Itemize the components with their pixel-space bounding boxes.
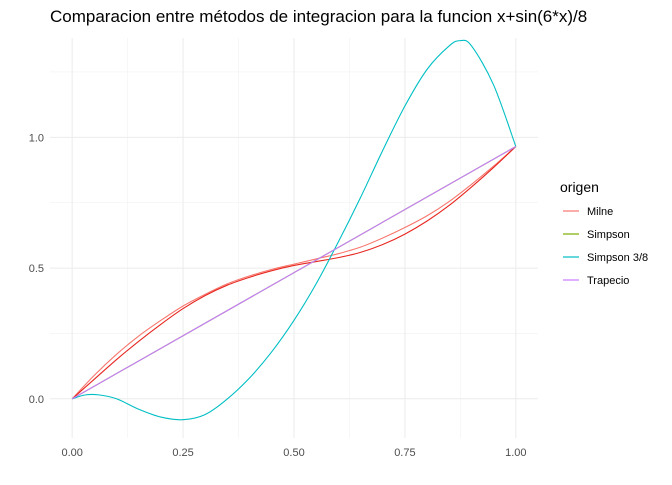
grid: [50, 38, 538, 438]
chart-title: Comparacion entre métodos de integracion…: [50, 7, 587, 26]
y-tick-label: 0.5: [29, 263, 44, 275]
y-tick-label: 0.0: [29, 394, 44, 406]
legend-label-simpson: Simpson: [587, 229, 630, 241]
series-line-milne: [71, 146, 517, 400]
x-tick-label: 0.75: [394, 447, 415, 459]
axis-tick-labels: 0.00 0.25 0.50 0.75 1.00 0.0 0.5 1.0: [29, 132, 527, 459]
legend-title: origen: [560, 179, 599, 195]
series-line-milne: [71, 146, 517, 400]
legend-label-trapecio: Trapecio: [587, 275, 629, 287]
x-tick-label: 0.50: [283, 447, 304, 459]
y-tick-label: 1.0: [29, 132, 44, 144]
legend-label-simpson-3-8: Simpson 3/8: [587, 252, 648, 264]
x-tick-label: 1.00: [505, 447, 526, 459]
legend: origen Milne Simpson Simpson 3/8 Trapecio: [560, 179, 648, 287]
x-tick-label: 0.25: [172, 447, 193, 459]
x-tick-label: 0.00: [61, 447, 82, 459]
series-line-trapecio: [71, 146, 517, 400]
series-lines: [71, 39, 517, 421]
legend-label-milne: Milne: [587, 206, 613, 218]
series-line-simpson-3-8: [72, 39, 517, 421]
